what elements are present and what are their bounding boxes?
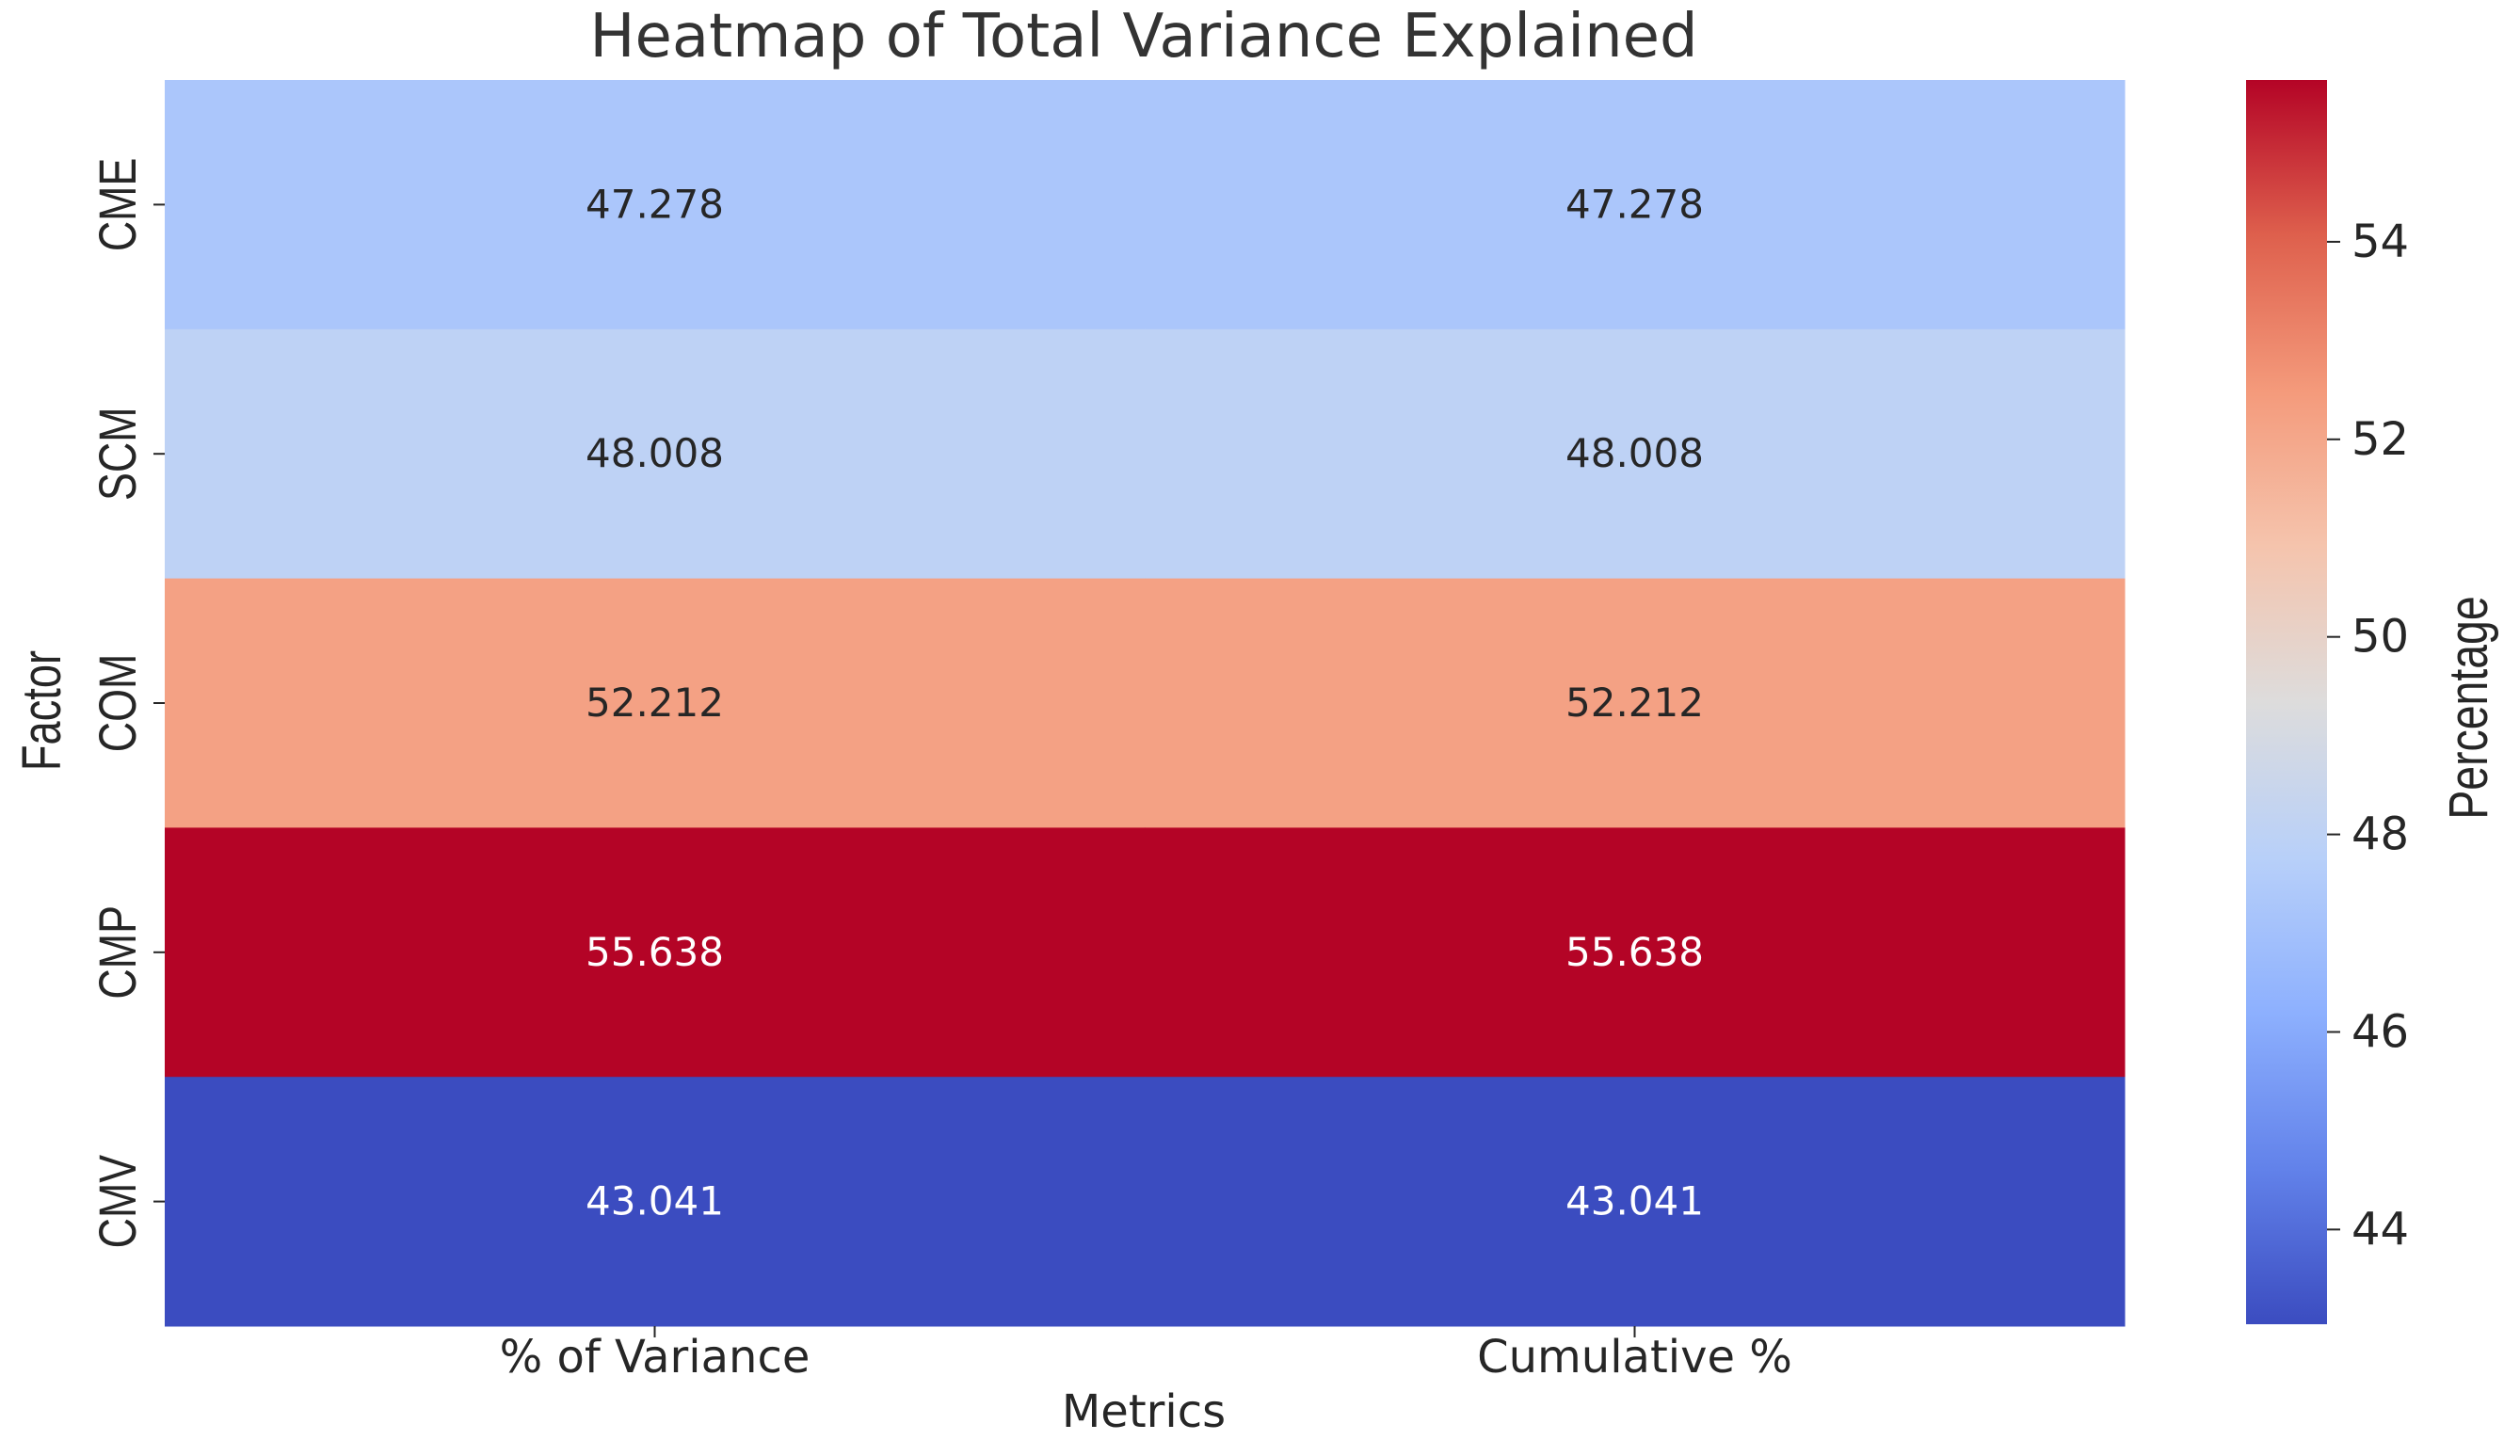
colorbar-tick-label: 48: [2351, 808, 2409, 861]
heatmap-cell: [165, 1077, 1146, 1327]
heatmap-cell: [1145, 827, 2126, 1078]
x-tick-labels: % of Variance Cumulative %: [500, 1326, 1792, 1384]
heatmap-cell: [165, 80, 1146, 330]
heatmap-cell: [1145, 80, 2126, 330]
colorbar-tick-label: 44: [2351, 1203, 2409, 1256]
cell-value-label: 43.041: [586, 1178, 724, 1224]
colorbar-tick-label: 46: [2351, 1005, 2409, 1058]
cell-value-label: 55.638: [586, 929, 724, 975]
cell-value-label: 47.278: [586, 181, 724, 227]
heatmap-cell: [1145, 578, 2126, 828]
y-tick-label: CME: [88, 158, 147, 252]
colorbar: 44 46 48 50 52 54 Percentage: [2246, 80, 2499, 1324]
cell-value-label: 43.041: [1565, 1178, 1704, 1224]
y-tick-label: COM: [88, 654, 147, 753]
cell-value-label: 55.638: [1565, 929, 1704, 975]
y-tick-label: CMP: [88, 905, 147, 1000]
chart-title: Heatmap of Total Variance Explained: [589, 2, 1697, 72]
cell-value-label: 47.278: [1565, 181, 1704, 227]
heatmap-cell: [1145, 328, 2126, 580]
heatmap-cells: 47.278 47.278 48.008 48.008 52.212 52.212 55.6…: [165, 80, 2126, 1327]
colorbar-tick-label: 50: [2351, 611, 2409, 664]
y-axis-label: Factor: [12, 650, 73, 771]
cell-value-label: 52.212: [586, 680, 724, 726]
cell-value-label: 48.008: [1565, 430, 1704, 476]
y-tick-label: SCM: [88, 407, 147, 501]
x-axis-label: Metrics: [1062, 1385, 1226, 1438]
heatmap-cell: [165, 578, 1146, 828]
heatmap-cell: [165, 328, 1146, 580]
x-tick-label: % of Variance: [500, 1331, 811, 1384]
colorbar-tick-label: 52: [2351, 413, 2409, 466]
cell-value-label: 48.008: [586, 430, 724, 476]
colorbar-gradient: [2246, 80, 2327, 1324]
x-tick-label: Cumulative %: [1477, 1331, 1792, 1384]
heatmap-cell: [165, 827, 1146, 1078]
colorbar-tick-label: 54: [2351, 216, 2409, 268]
heatmap-cell: [1145, 1077, 2126, 1327]
colorbar-label: Percentage: [2438, 596, 2499, 819]
y-tick-label: CMV: [88, 1155, 147, 1249]
cell-value-label: 52.212: [1565, 680, 1704, 726]
y-tick-labels: CME SCM COM CMP CMV: [88, 158, 165, 1249]
colorbar-ticks: 44 46 48 50 52 54: [2327, 216, 2409, 1256]
